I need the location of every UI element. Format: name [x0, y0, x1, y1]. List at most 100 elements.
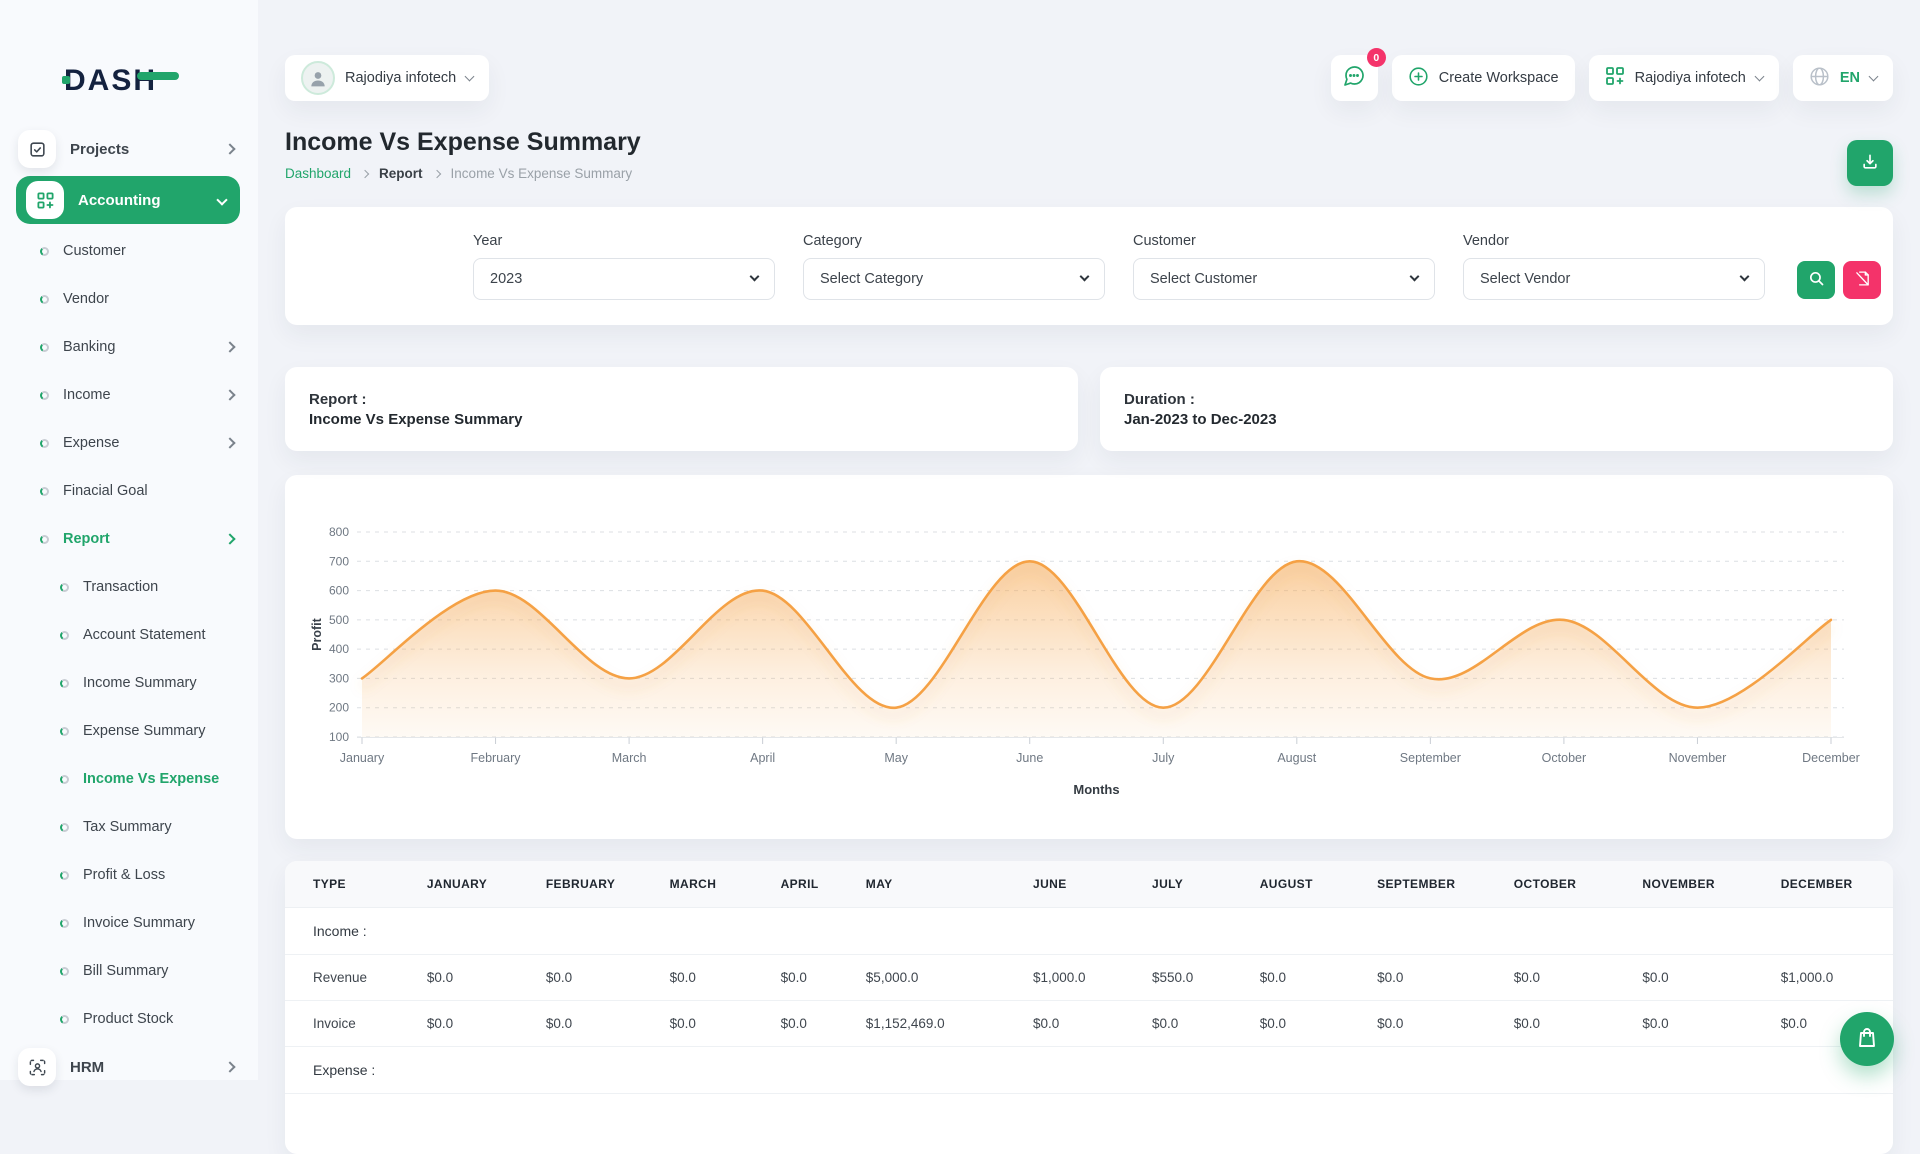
page-title: Income Vs Expense Summary	[285, 128, 1893, 157]
sidebar-item-transaction[interactable]: Transaction	[0, 563, 258, 611]
sidebar-item-label: Vendor	[63, 291, 234, 307]
breadcrumb-dashboard-link[interactable]: Dashboard	[285, 166, 351, 181]
category-field: Category Select Category	[803, 233, 1105, 300]
chevron-right-icon	[224, 1061, 235, 1072]
svg-text:June: June	[1016, 751, 1043, 765]
category-select[interactable]: Select Category	[803, 258, 1105, 300]
dot-bullet-icon	[40, 535, 49, 544]
company-menu[interactable]: Rajodiya infotech	[1589, 55, 1779, 101]
download-report-button[interactable]	[1847, 140, 1893, 186]
row-type-cell: Invoice	[285, 1001, 417, 1047]
sidebar-item-label: Projects	[70, 141, 226, 158]
sidebar-item-invoice-summary[interactable]: Invoice Summary	[0, 899, 258, 947]
income-expense-table-card: TYPEJANUARYFEBRUARYMARCHAPRILMAYJUNEJULY…	[285, 861, 1893, 1154]
dot-bullet-icon	[40, 487, 49, 496]
floating-cart-button[interactable]	[1840, 1012, 1894, 1066]
svg-text:800: 800	[329, 525, 349, 539]
table-row-revenue: Revenue$0.0$0.0$0.0$0.0$5,000.0$1,000.0$…	[285, 955, 1893, 1001]
dot-bullet-icon	[40, 343, 49, 352]
app-logo[interactable]: DASH	[64, 64, 179, 98]
sidebar-item-expense[interactable]: Expense	[0, 419, 258, 467]
sidebar-item-tax-summary[interactable]: Tax Summary	[0, 803, 258, 851]
value-cell-april: $0.0	[771, 1001, 856, 1047]
sidebar-item-product-stock[interactable]: Product Stock	[0, 995, 258, 1043]
language-selector[interactable]: EN	[1793, 55, 1893, 101]
value-cell-june: $0.0	[1023, 1001, 1142, 1047]
sidebar-item-accounting[interactable]: Accounting	[16, 176, 240, 224]
vendor-select[interactable]: Select Vendor	[1463, 258, 1765, 300]
sidebar-item-report[interactable]: Report	[0, 515, 258, 563]
globe-icon	[1809, 66, 1830, 91]
sidebar-item-income-vs-expense[interactable]: Income Vs Expense	[0, 755, 258, 803]
report-card-title: Report :	[309, 391, 1078, 408]
dot-bullet-icon	[40, 295, 49, 304]
messages-button[interactable]: 0	[1331, 55, 1378, 101]
dot-bullet-icon	[60, 871, 69, 880]
column-header-may: MAY	[856, 861, 1023, 908]
svg-text:October: October	[1542, 751, 1586, 765]
sidebar-item-customer[interactable]: Customer	[0, 227, 258, 275]
value-cell-july: $0.0	[1142, 1001, 1250, 1047]
svg-text:September: September	[1400, 751, 1461, 765]
svg-text:April: April	[750, 751, 775, 765]
download-icon	[1860, 152, 1880, 175]
workspace-selector-label: Rajodiya infotech	[345, 70, 456, 86]
profit-area-chart: 100200300400500600700800JanuaryFebruaryM…	[299, 512, 1893, 839]
sidebar-item-profit-loss[interactable]: Profit & Loss	[0, 851, 258, 899]
dot-bullet-icon	[60, 919, 69, 928]
sidebar-item-finacial-goal[interactable]: Finacial Goal	[0, 467, 258, 515]
table-section-row-expense: Expense :	[285, 1047, 1893, 1094]
chevron-right-icon	[224, 341, 235, 352]
apply-filter-button[interactable]	[1797, 261, 1835, 299]
dot-bullet-icon	[60, 583, 69, 592]
column-header-type: TYPE	[285, 861, 417, 908]
svg-text:200: 200	[329, 701, 349, 715]
value-cell-march: $0.0	[660, 1001, 771, 1047]
sidebar-item-hrm[interactable]: HRM	[0, 1043, 258, 1091]
value-cell-april: $0.0	[771, 955, 856, 1001]
breadcrumb-report-link[interactable]: Report	[379, 166, 423, 181]
sidebar-item-banking[interactable]: Banking	[0, 323, 258, 371]
category-label: Category	[803, 233, 1105, 249]
customer-select-value: Select Customer	[1150, 271, 1257, 287]
company-menu-label: Rajodiya infotech	[1635, 70, 1746, 86]
row-type-cell: Revenue	[285, 955, 417, 1001]
value-cell-march: $0.0	[660, 955, 771, 1001]
create-workspace-button[interactable]: Create Workspace	[1392, 55, 1575, 101]
svg-text:100: 100	[329, 730, 349, 744]
sidebar-item-projects[interactable]: Projects	[0, 125, 258, 173]
workspace-selector[interactable]: Rajodiya infotech	[285, 55, 489, 101]
reset-filter-button[interactable]	[1843, 261, 1881, 299]
customer-select[interactable]: Select Customer	[1133, 258, 1435, 300]
sidebar-item-account-statement[interactable]: Account Statement	[0, 611, 258, 659]
value-cell-june: $1,000.0	[1023, 955, 1142, 1001]
chevron-down-icon	[216, 194, 227, 205]
value-cell-february: $0.0	[536, 1001, 660, 1047]
sidebar-item-income-summary[interactable]: Income Summary	[0, 659, 258, 707]
dot-bullet-icon	[60, 823, 69, 832]
value-cell-september: $0.0	[1367, 1001, 1504, 1047]
sidebar-item-expense-summary[interactable]: Expense Summary	[0, 707, 258, 755]
sidebar-item-bill-summary[interactable]: Bill Summary	[0, 947, 258, 995]
svg-text:Profit: Profit	[310, 617, 324, 650]
column-header-july: JULY	[1142, 861, 1250, 908]
column-header-december: DECEMBER	[1771, 861, 1893, 908]
sidebar-item-vendor[interactable]: Vendor	[0, 275, 258, 323]
value-cell-august: $0.0	[1250, 1001, 1367, 1047]
dot-bullet-icon	[60, 679, 69, 688]
customer-label: Customer	[1133, 233, 1435, 249]
year-select[interactable]: 2023	[473, 258, 775, 300]
report-summary-card: Report : Income Vs Expense Summary	[285, 367, 1078, 451]
year-label: Year	[473, 233, 775, 249]
shopping-bag-icon	[1855, 1026, 1879, 1053]
avatar-person-icon	[301, 61, 335, 95]
chat-bubble-icon	[1342, 64, 1366, 92]
user-target-icon	[18, 1048, 56, 1086]
chevron-down-icon	[1740, 272, 1750, 282]
sidebar-item-income[interactable]: Income	[0, 371, 258, 419]
svg-text:December: December	[1802, 751, 1860, 765]
svg-text:700: 700	[329, 554, 349, 568]
table-row-invoice: Invoice$0.0$0.0$0.0$0.0$1,152,469.0$0.0$…	[285, 1001, 1893, 1047]
duration-card-value: Jan-2023 to Dec-2023	[1124, 411, 1893, 428]
topbar: Rajodiya infotech 0 Create Workspace	[285, 55, 1893, 101]
